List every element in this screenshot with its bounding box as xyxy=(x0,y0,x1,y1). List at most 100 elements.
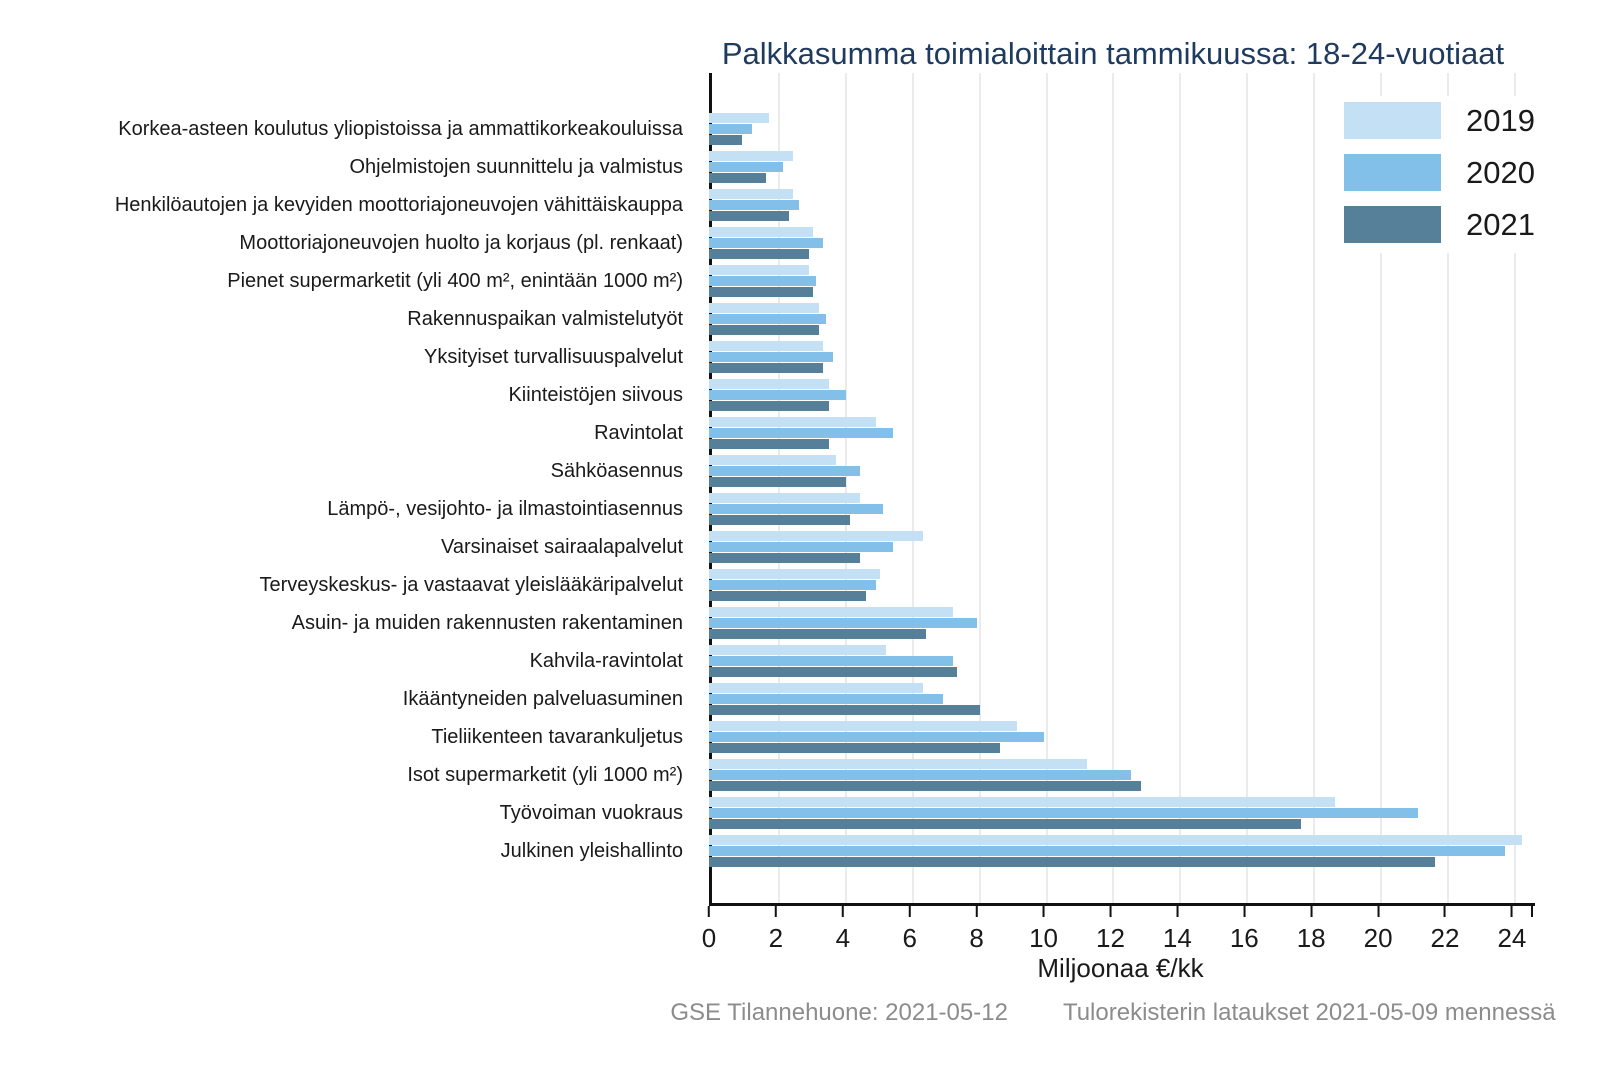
tick-label: 0 xyxy=(701,923,717,953)
bar-group xyxy=(709,151,1532,183)
x-tick: 10 xyxy=(1029,906,1058,954)
bar-2021 xyxy=(709,173,766,183)
tick-mark xyxy=(1310,906,1313,917)
tick-mark xyxy=(1109,906,1112,917)
bar-group xyxy=(709,227,1532,259)
chart-row: Lämpö-, vesijohto- ja ilmastointiasennus xyxy=(0,493,1532,531)
bar-group xyxy=(709,189,1532,221)
bar-2019 xyxy=(709,113,770,123)
x-tick: 8 xyxy=(969,906,984,954)
category-label: Tieliikenteen tavarankuljetus xyxy=(431,725,683,748)
chart-row: Ravintolat xyxy=(0,417,1532,455)
bar-2019 xyxy=(709,303,820,313)
legend-item-2021: 2021 xyxy=(1344,206,1535,243)
tick-label: 4 xyxy=(835,923,851,953)
category-label: Isot supermarketit (yli 1000 m²) xyxy=(407,763,683,786)
bar-rows: Korkea-asteen koulutus yliopistoissa ja … xyxy=(0,113,1532,873)
bar-2019 xyxy=(709,493,860,503)
bar-2021 xyxy=(709,363,823,373)
gridline xyxy=(844,73,847,903)
footer-source-right: Tulorekisterin lataukset 2021-05-09 menn… xyxy=(1062,999,1556,1026)
bar-group xyxy=(709,797,1532,829)
tick-label: 10 xyxy=(1029,923,1059,953)
category-label: Ravintolat xyxy=(594,421,683,444)
legend-item-2019: 2019 xyxy=(1344,102,1535,139)
bar-group xyxy=(709,113,1532,145)
category-label: Asuin- ja muiden rakennusten rakentamine… xyxy=(291,611,683,634)
bar-2020 xyxy=(709,390,847,400)
tick-mark xyxy=(1176,906,1179,917)
gridline xyxy=(1246,73,1249,903)
gridline xyxy=(1313,73,1316,903)
bar-group xyxy=(709,455,1532,487)
bar-group xyxy=(709,569,1532,601)
category-label: Sähköasennus xyxy=(550,459,683,482)
footer-source-left: GSE Tilannehuone: 2021-05-12 xyxy=(670,999,1008,1026)
tick-mark xyxy=(975,906,978,917)
tick-mark xyxy=(774,906,777,917)
category-label: Työvoiman vuokraus xyxy=(499,801,683,824)
legend-swatch-2021 xyxy=(1344,206,1441,243)
bar-2020 xyxy=(709,542,893,552)
bar-2021 xyxy=(709,819,1302,829)
bar-2020 xyxy=(709,580,877,590)
category-label: Terveyskeskus- ja vastaavat yleislääkäri… xyxy=(259,573,683,596)
gridline xyxy=(1380,73,1383,903)
tick-mark xyxy=(708,906,710,917)
bar-2019 xyxy=(709,721,1017,731)
chart-row: Tieliikenteen tavarankuljetus xyxy=(0,721,1532,759)
chart-row: Ohjelmistojen suunnittelu ja valmistus xyxy=(0,151,1532,189)
bar-2019 xyxy=(709,417,877,427)
bar-2019 xyxy=(709,645,887,655)
chart-row: Rakennuspaikan valmistelutyöt xyxy=(0,303,1532,341)
x-tick-end xyxy=(1531,906,1533,917)
bar-group xyxy=(709,417,1532,449)
bar-2020 xyxy=(709,162,783,172)
category-label: Yksityiset turvallisuuspalvelut xyxy=(424,345,683,368)
bar-2019 xyxy=(709,341,823,351)
x-tick: 24 xyxy=(1497,906,1526,954)
bar-group xyxy=(709,341,1532,373)
bar-2021 xyxy=(709,591,867,601)
x-tick: 22 xyxy=(1431,906,1459,954)
tick-label: 24 xyxy=(1497,923,1527,953)
chart-row: Asuin- ja muiden rakennusten rakentamine… xyxy=(0,607,1532,645)
category-label: Kahvila-ravintolat xyxy=(529,649,683,672)
bar-2020 xyxy=(709,200,800,210)
category-label: Korkea-asteen koulutus yliopistoissa ja … xyxy=(118,117,683,140)
bar-2019 xyxy=(709,189,793,199)
bar-2021 xyxy=(709,439,830,449)
bar-2021 xyxy=(709,705,980,715)
bar-2021 xyxy=(709,477,847,487)
bar-2020 xyxy=(709,238,823,248)
bar-group xyxy=(709,607,1532,639)
chart-row: Korkea-asteen koulutus yliopistoissa ja … xyxy=(0,113,1532,151)
chart-row: Kiinteistöjen siivous xyxy=(0,379,1532,417)
x-tick: 20 xyxy=(1364,906,1393,954)
bar-2021 xyxy=(709,743,1001,753)
bar-2020 xyxy=(709,846,1506,856)
chart-row: Moottoriajoneuvojen huolto ja korjaus (p… xyxy=(0,227,1532,265)
tick-mark xyxy=(841,906,844,917)
tick-mark xyxy=(908,906,911,917)
bar-group xyxy=(709,683,1532,715)
bar-2019 xyxy=(709,531,924,541)
tick-label: 14 xyxy=(1162,923,1192,953)
chart-row: Sähköasennus xyxy=(0,455,1532,493)
legend-label: 2020 xyxy=(1466,154,1535,190)
chart-row: Yksityiset turvallisuuspalvelut xyxy=(0,341,1532,379)
x-tick: 14 xyxy=(1163,906,1192,954)
x-tick: 18 xyxy=(1297,906,1326,954)
bar-group xyxy=(709,721,1532,753)
tick-label: 12 xyxy=(1095,923,1125,953)
bar-2019 xyxy=(709,607,954,617)
tick-mark xyxy=(1377,906,1380,917)
bar-2021 xyxy=(709,781,1141,791)
bar-2020 xyxy=(709,618,977,628)
chart-row: Henkilöautojen ja kevyiden moottoriajone… xyxy=(0,189,1532,227)
category-label: Kiinteistöjen siivous xyxy=(508,383,683,406)
legend-label: 2021 xyxy=(1466,206,1535,242)
legend-item-2020: 2020 xyxy=(1344,154,1535,191)
bar-group xyxy=(709,303,1532,335)
bar-2019 xyxy=(709,455,837,465)
